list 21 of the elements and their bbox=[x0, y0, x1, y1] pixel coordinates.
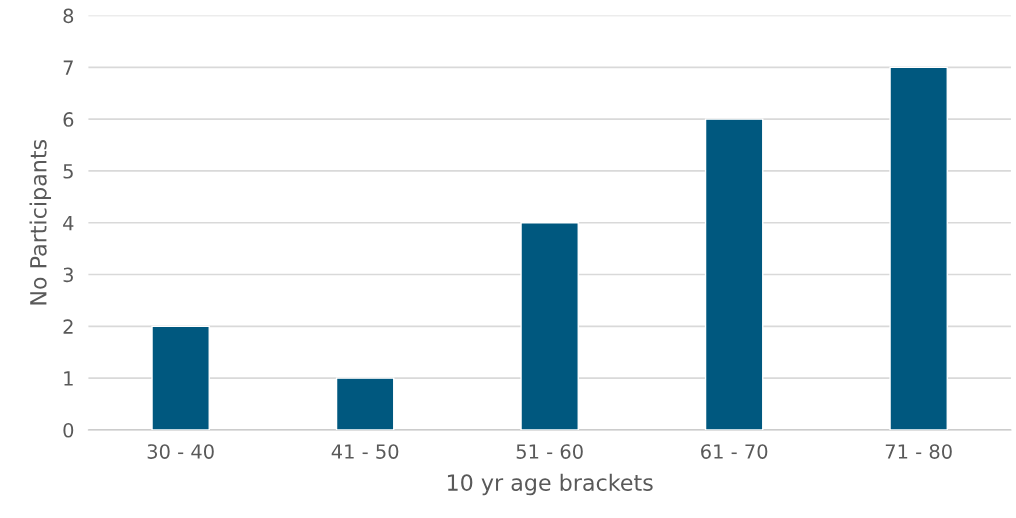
y-tick-label: 1 bbox=[64, 371, 73, 386]
x-axis-title: 10 yr age brackets bbox=[447, 473, 653, 496]
x-tick-label: 71 - 80 bbox=[885, 444, 952, 459]
x-tick-label: 30 - 40 bbox=[147, 444, 214, 459]
y-tick-label: 2 bbox=[63, 319, 73, 334]
y-tick-label: 5 bbox=[63, 164, 73, 179]
y-tick-label: 8 bbox=[63, 8, 74, 24]
bar bbox=[704, 118, 764, 430]
y-tick-label: 6 bbox=[63, 112, 74, 127]
bar bbox=[151, 325, 210, 430]
x-tick-label: 51 - 60 bbox=[516, 444, 583, 459]
y-tick-label: 3 bbox=[63, 267, 73, 283]
x-tick-label: 41 - 50 bbox=[331, 444, 399, 459]
y-axis-title: No Participants bbox=[29, 139, 52, 305]
y-tick-label: 0 bbox=[63, 422, 74, 438]
x-tick-label: 61 - 70 bbox=[701, 444, 768, 459]
y-tick-label: 4 bbox=[63, 215, 74, 231]
bar bbox=[335, 377, 395, 430]
y-tick-label: 7 bbox=[63, 60, 73, 75]
bar bbox=[520, 222, 579, 430]
bar bbox=[889, 66, 948, 430]
